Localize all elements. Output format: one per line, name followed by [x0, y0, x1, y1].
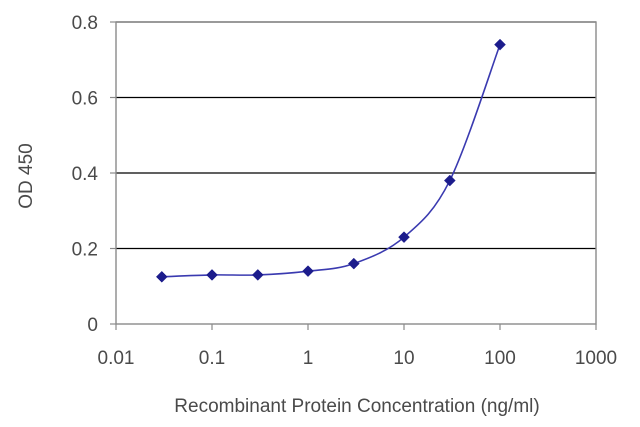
x-axis-label: Recombinant Protein Concentration (ng/ml… — [174, 396, 539, 417]
data-point — [206, 269, 218, 281]
data-point — [494, 38, 506, 51]
tick-labels: 0 0.2 0.4 0.6 0.8 0.01 0.1 1 10 100 1000 — [72, 13, 618, 369]
data-point — [347, 257, 360, 270]
y-tick-label: 0.6 — [72, 89, 98, 110]
data-point — [398, 231, 410, 244]
x-tick-label: 10 — [393, 348, 414, 369]
axes — [110, 21, 597, 330]
y-tick-label: 0 — [87, 315, 98, 336]
x-tick-label: 100 — [484, 348, 516, 369]
y-tick-label: 0.4 — [72, 164, 99, 185]
series-line — [161, 44, 501, 278]
data-point — [155, 270, 168, 283]
data-point — [443, 174, 456, 187]
data-point — [302, 265, 314, 278]
y-axis-label: OD 450 — [16, 143, 37, 208]
data-point — [251, 269, 264, 281]
y-tick-label: 0.2 — [72, 240, 98, 261]
x-tick-label: 0.1 — [199, 348, 225, 369]
x-tick-label: 0.01 — [98, 348, 135, 369]
series — [155, 38, 506, 283]
y-tick-label: 0.8 — [72, 13, 98, 34]
x-tick-label: 1000 — [575, 348, 617, 369]
x-tick-label: 1 — [303, 348, 314, 369]
grid — [116, 21, 596, 250]
